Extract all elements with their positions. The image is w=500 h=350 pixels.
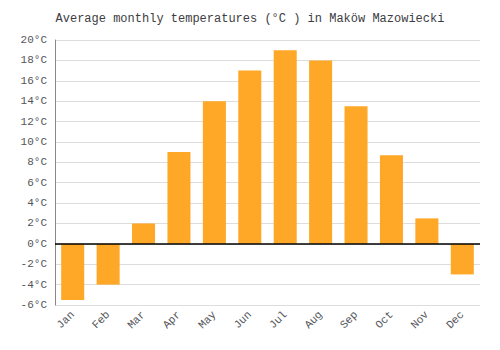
svg-text:8°C: 8°C [27,156,47,168]
svg-text:2°C: 2°C [27,217,47,229]
svg-text:4°C: 4°C [27,197,47,209]
svg-text:Jan: Jan [54,309,76,331]
svg-text:6°C: 6°C [27,177,47,189]
svg-text:12°C: 12°C [21,116,48,128]
svg-text:-4°C: -4°C [21,279,48,291]
svg-text:-2°C: -2°C [21,258,48,270]
svg-text:May: May [196,308,219,331]
svg-text:14°C: 14°C [21,95,48,107]
svg-text:20°C: 20°C [21,34,48,46]
svg-text:Sep: Sep [338,309,360,331]
svg-text:0°C: 0°C [27,238,47,250]
svg-text:Jun: Jun [232,309,254,331]
svg-text:18°C: 18°C [21,54,48,66]
svg-text:Average monthly temperatures (: Average monthly temperatures (°C ) in Ma… [56,12,445,26]
svg-text:Mar: Mar [125,309,147,331]
svg-text:Oct: Oct [373,309,395,331]
svg-text:Feb: Feb [90,309,112,331]
svg-text:Apr: Apr [161,309,183,331]
svg-text:Dec: Dec [444,309,466,331]
svg-text:Jul: Jul [267,309,289,331]
svg-text:Nov: Nov [409,308,432,331]
svg-text:-6°C: -6°C [21,299,48,311]
svg-text:Aug: Aug [302,309,324,331]
svg-text:10°C: 10°C [21,136,48,148]
svg-text:16°C: 16°C [21,75,48,87]
